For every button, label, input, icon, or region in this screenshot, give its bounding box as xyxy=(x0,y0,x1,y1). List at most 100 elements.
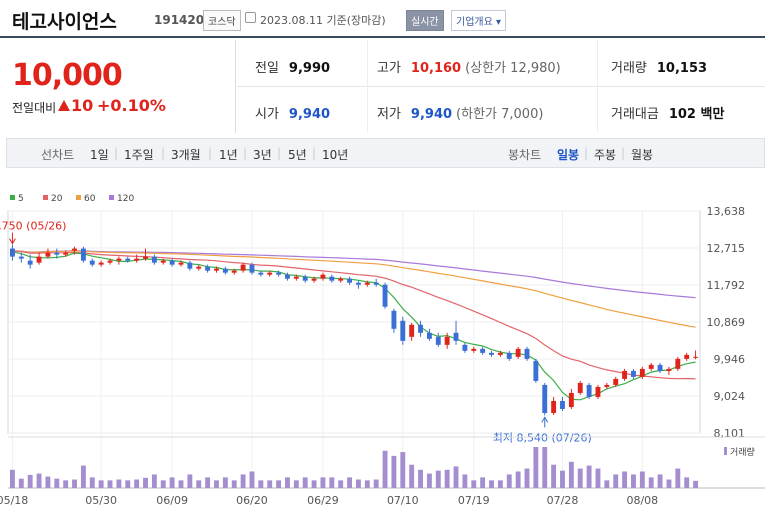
volume-bar xyxy=(329,477,335,488)
candle-body xyxy=(542,384,548,413)
y-tick-label: 8,101 xyxy=(714,427,746,440)
candle-body xyxy=(684,354,690,359)
candle-body xyxy=(187,262,193,269)
high-label: 고가 xyxy=(377,61,401,76)
volume-bar xyxy=(684,477,690,488)
stats-divider xyxy=(237,86,765,87)
period-3m[interactable]: 3개월 xyxy=(171,148,201,162)
volume-bar xyxy=(169,477,175,488)
candle-body xyxy=(169,260,175,265)
company-info-button[interactable]: 기업개요 ▾ xyxy=(451,10,506,31)
legend-swatch xyxy=(43,195,48,200)
candle-body xyxy=(444,336,450,345)
candle-body xyxy=(240,264,246,271)
volume-bar xyxy=(18,478,24,488)
volume-bar xyxy=(258,480,264,488)
volume-bar xyxy=(364,480,370,488)
volume-bar xyxy=(302,477,308,488)
y-tick-label: 11,792 xyxy=(707,279,746,292)
divider: | xyxy=(584,146,589,160)
candle-body xyxy=(196,266,202,269)
candle-body xyxy=(418,324,423,333)
volume-label: 거래량 xyxy=(611,61,647,76)
candle-chart-label: 봉차트 xyxy=(508,148,542,162)
candle-body xyxy=(497,352,503,355)
volume-bar xyxy=(27,474,33,488)
price-chart: 5 20 60 120 13,638 12,715 11,792 10,869 9,946 9,0… xyxy=(0,194,765,507)
candle-body xyxy=(355,282,361,285)
x-tick-label: 05/18 xyxy=(0,494,28,507)
divider: | xyxy=(114,146,119,160)
candle-body xyxy=(595,386,601,397)
candle-body xyxy=(45,252,51,257)
x-tick-label: 05/30 xyxy=(85,494,117,507)
volume-bar xyxy=(293,480,299,488)
period-monthly[interactable]: 월봉 xyxy=(631,148,654,162)
candle-body xyxy=(302,276,308,281)
candle-body xyxy=(222,268,228,273)
price-change-pct: +0.10% xyxy=(97,96,166,115)
volume-bar xyxy=(551,464,557,488)
candle-body xyxy=(639,368,645,377)
y-tick-label: 9,946 xyxy=(714,353,746,366)
moving-average-line xyxy=(12,251,696,401)
period-3y[interactable]: 3년 xyxy=(253,148,272,162)
volume-bar xyxy=(116,479,122,488)
candle-body xyxy=(426,332,432,339)
volume-legend-label: 거래량 xyxy=(730,446,755,458)
volume-bar xyxy=(45,476,51,488)
volume-bar xyxy=(214,480,219,488)
candle-body xyxy=(89,260,95,265)
period-1d[interactable]: 1일 xyxy=(90,148,109,162)
change-label: 전일대비 xyxy=(12,101,57,115)
candle-body xyxy=(604,384,610,387)
period-daily[interactable]: 일봉 xyxy=(557,148,580,162)
period-10y[interactable]: 10년 xyxy=(322,148,349,162)
price-change: 10 xyxy=(71,96,94,115)
realtime-button[interactable]: 실시간 xyxy=(406,10,444,31)
candle-body xyxy=(214,268,219,271)
volume-bar xyxy=(355,479,361,488)
volume-bar xyxy=(613,474,619,488)
candle-body xyxy=(18,256,24,259)
volume-bar xyxy=(693,480,699,488)
candle-body xyxy=(400,320,406,341)
high-annotation: 최고 12,750 (05/26) xyxy=(0,220,66,233)
candle-body xyxy=(125,258,131,261)
period-1y[interactable]: 1년 xyxy=(219,148,238,162)
candle-body xyxy=(311,278,317,281)
volume-bar xyxy=(418,469,423,488)
candle-body xyxy=(560,400,565,409)
open-value: 9,940 xyxy=(288,107,331,122)
volume-bar xyxy=(276,480,282,488)
candle-body xyxy=(107,260,113,263)
legend-label: 60 xyxy=(84,194,96,204)
period-1w[interactable]: 1주일 xyxy=(124,148,154,162)
candle-body xyxy=(72,248,77,251)
legend-swatch xyxy=(76,195,81,200)
candle-body xyxy=(80,248,86,261)
volume-bar xyxy=(435,470,441,488)
divider: | xyxy=(243,146,248,160)
period-weekly[interactable]: 주봉 xyxy=(594,148,617,162)
candle-body xyxy=(160,260,166,263)
x-tick-label: 06/20 xyxy=(236,494,268,507)
divider: | xyxy=(208,146,213,160)
volume-bar xyxy=(586,465,592,488)
candle-body xyxy=(551,400,557,413)
candle-body xyxy=(373,282,379,285)
volume-bar xyxy=(285,477,290,488)
volume-bar xyxy=(400,452,406,488)
candle-body xyxy=(285,274,290,279)
candle-body xyxy=(63,252,69,255)
volume-bar xyxy=(462,474,468,488)
volume-bar xyxy=(54,478,60,488)
y-tick-label: 12,715 xyxy=(707,242,746,255)
candle-body xyxy=(506,352,512,359)
candle-body xyxy=(622,370,628,379)
volume-bar xyxy=(471,480,477,488)
divider: | xyxy=(161,146,166,160)
candle-body xyxy=(409,324,415,337)
candle-body xyxy=(613,378,619,385)
period-5y[interactable]: 5년 xyxy=(288,148,307,162)
